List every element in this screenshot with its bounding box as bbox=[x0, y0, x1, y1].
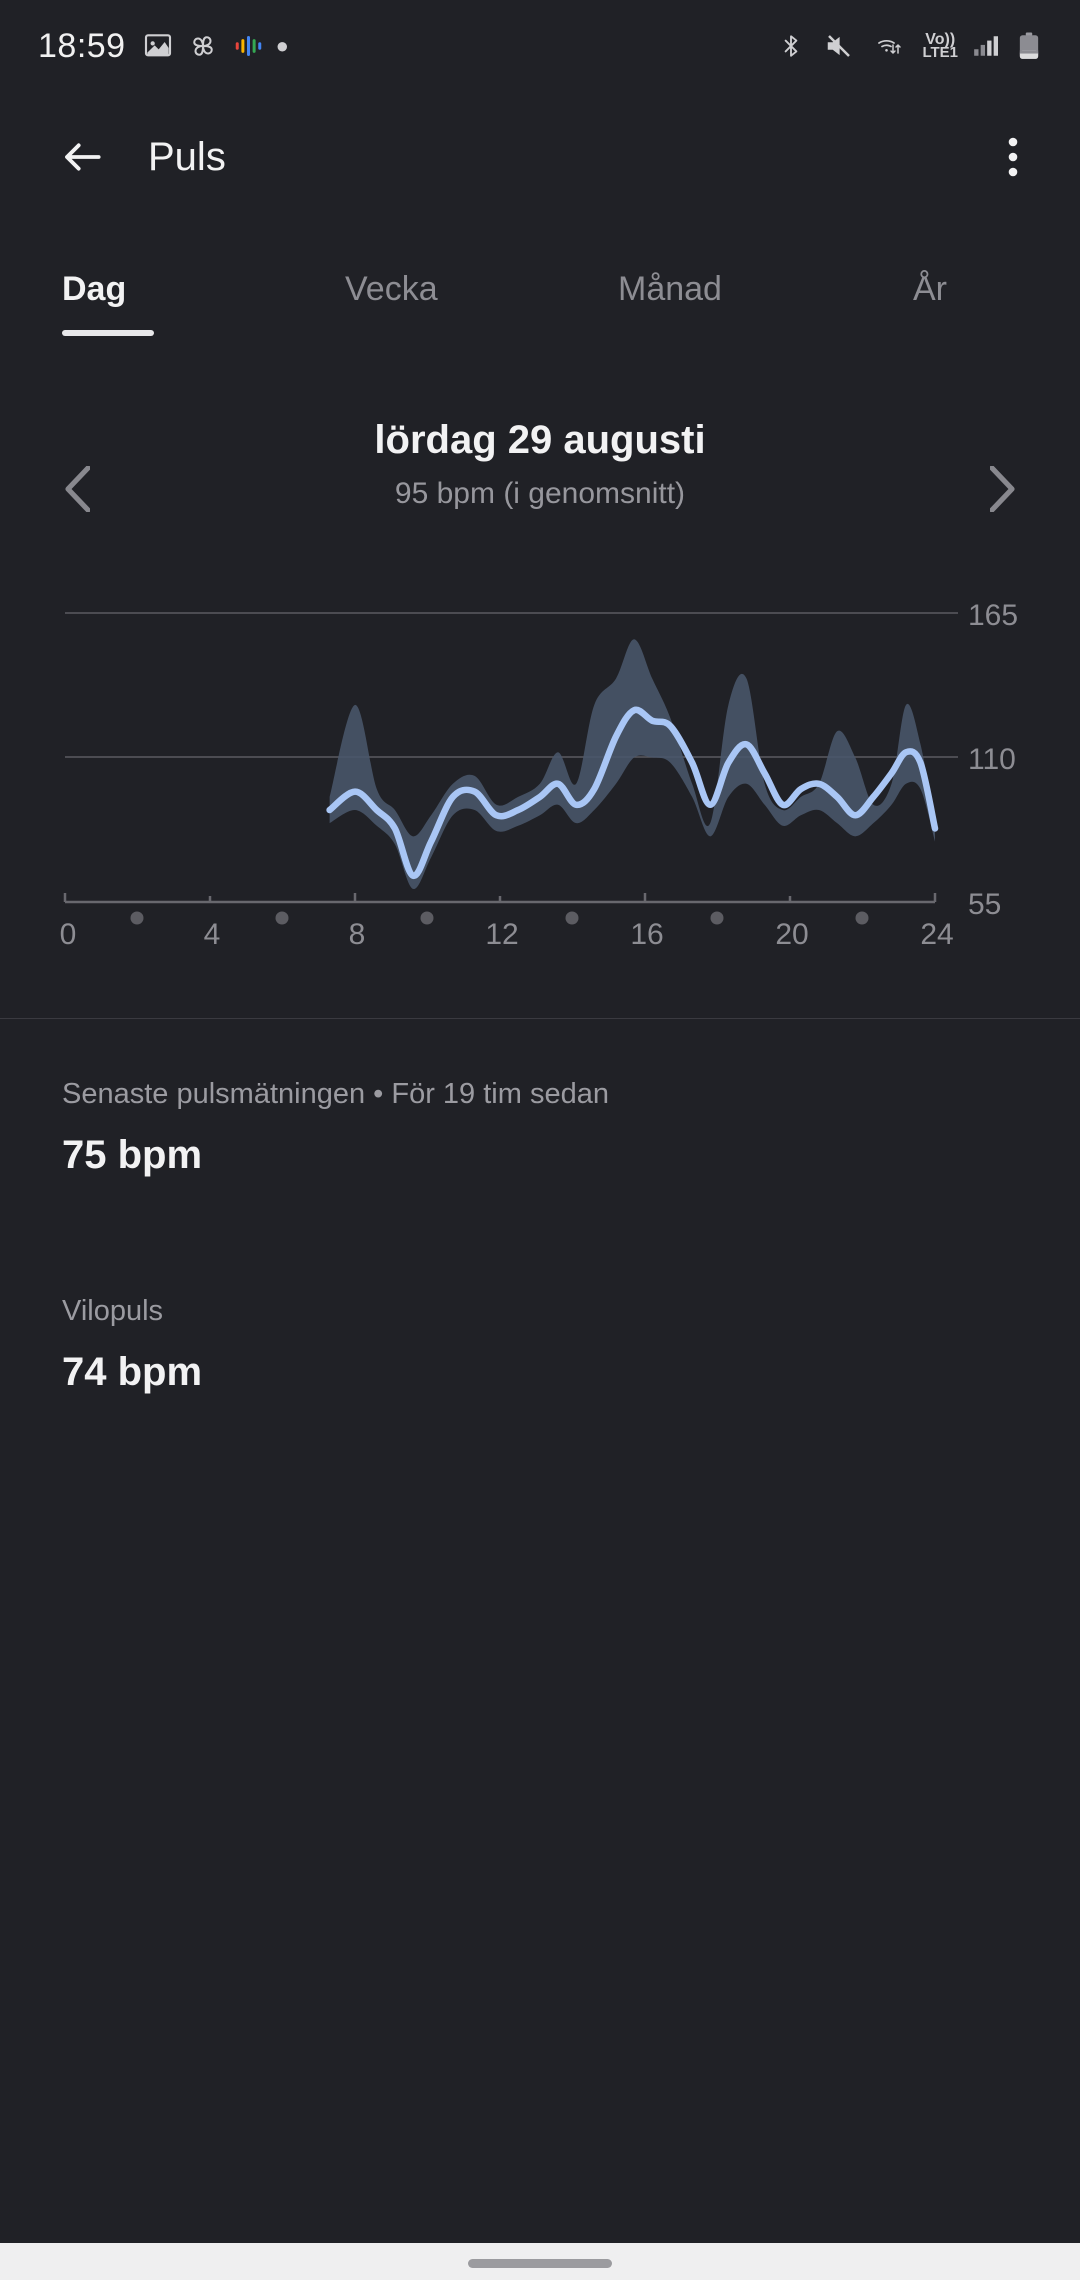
svg-text:24: 24 bbox=[920, 918, 953, 951]
svg-text:55: 55 bbox=[968, 888, 1001, 921]
svg-text:110: 110 bbox=[968, 743, 1016, 776]
svg-text:16: 16 bbox=[630, 918, 663, 951]
svg-text:4: 4 bbox=[204, 918, 221, 951]
svg-text:0: 0 bbox=[60, 918, 77, 951]
svg-text:165: 165 bbox=[968, 599, 1018, 632]
svg-text:8: 8 bbox=[349, 918, 366, 951]
svg-text:20: 20 bbox=[775, 918, 808, 951]
svg-text:12: 12 bbox=[485, 918, 518, 951]
